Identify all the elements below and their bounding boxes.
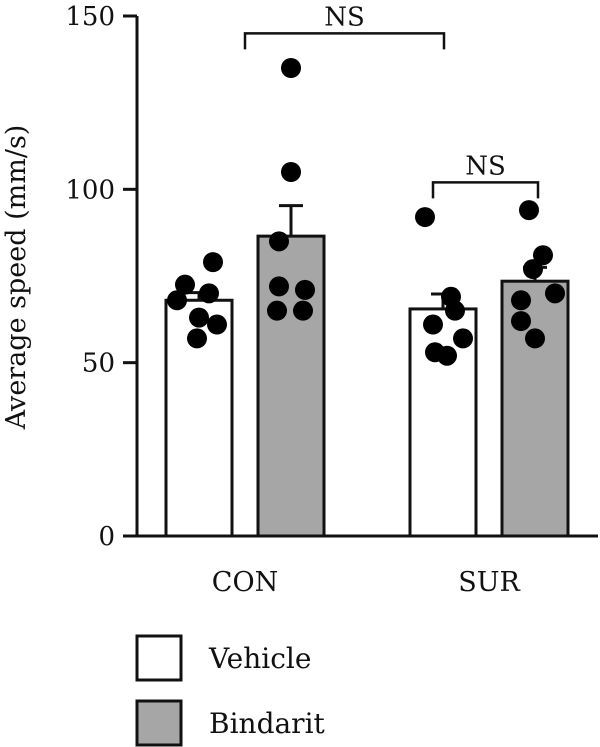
significance-label: NS — [465, 151, 506, 181]
data-point — [415, 207, 435, 228]
data-point — [199, 283, 219, 304]
data-point — [519, 200, 539, 221]
data-point — [511, 311, 531, 332]
legend: Vehicle Bindarit — [135, 634, 326, 747]
legend-swatch-vehicle — [135, 634, 183, 682]
data-point — [453, 328, 473, 349]
data-point — [281, 58, 301, 78]
y-tick-label: 150 — [65, 2, 115, 32]
data-point — [437, 345, 457, 366]
data-point — [281, 162, 301, 182]
data-point — [525, 328, 545, 349]
data-point — [523, 259, 543, 280]
data-point — [269, 231, 289, 252]
data-point — [175, 274, 195, 295]
significance-bracket — [243, 32, 446, 50]
data-point — [207, 314, 227, 335]
legend-label-bindarit: Bindarit — [209, 707, 326, 740]
data-point — [293, 300, 313, 321]
y-tick-label: 0 — [98, 522, 115, 552]
data-point — [187, 328, 207, 349]
data-point — [423, 314, 443, 335]
plot-area: 0 50 100 150 CON SUR NS NS — [65, 2, 598, 598]
legend-label-vehicle: Vehicle — [208, 642, 311, 675]
data-point — [445, 300, 465, 321]
data-point — [167, 290, 187, 311]
significance-label: NS — [324, 2, 365, 32]
bar-con-bindarit — [256, 234, 326, 538]
legend-swatch-bindarit — [135, 699, 183, 747]
significance-bracket — [431, 181, 540, 199]
data-point — [295, 279, 315, 300]
y-axis-label: Average speed (mm/s) — [1, 125, 32, 431]
x-tick-label: SUR — [458, 567, 520, 598]
data-point — [189, 307, 209, 328]
data-point — [269, 276, 289, 297]
y-tick-label: 50 — [82, 349, 115, 379]
data-point — [533, 245, 553, 266]
data-point — [203, 252, 223, 273]
data-point — [511, 290, 531, 311]
x-tick-label: CON — [212, 567, 278, 598]
data-point — [267, 300, 287, 321]
data-point — [545, 283, 565, 304]
y-tick-label: 100 — [65, 175, 115, 205]
